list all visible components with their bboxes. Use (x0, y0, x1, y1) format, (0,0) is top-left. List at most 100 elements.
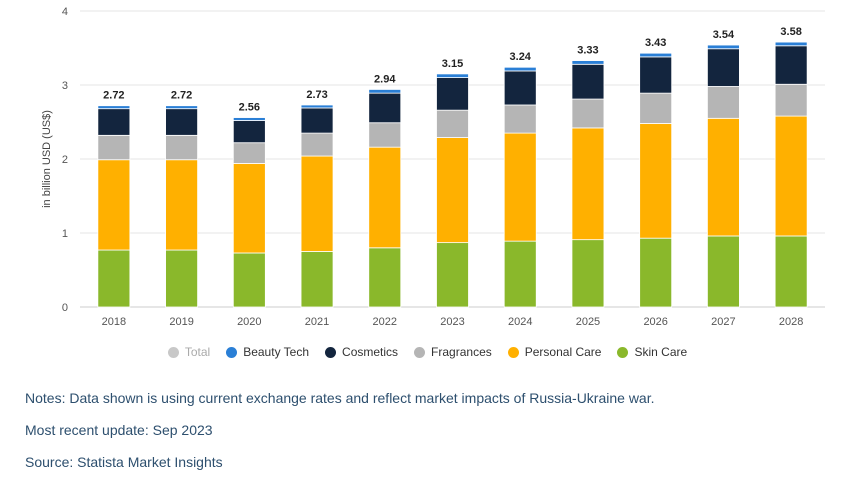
x-tick-label: 2020 (237, 316, 261, 328)
y-axis-label: in billion USD (US$) (41, 110, 53, 208)
bar-segment-beauty-tech[interactable] (774, 41, 808, 47)
bar-segment-fragrances[interactable] (368, 122, 402, 148)
bar-segment-beauty-tech[interactable] (368, 89, 402, 94)
bar-segment-cosmetics[interactable] (232, 120, 266, 144)
total-data-label: 2.72 (103, 90, 124, 102)
bar-segment-beauty-tech[interactable] (165, 105, 198, 110)
bar-segment-personal-care[interactable] (774, 115, 808, 237)
bar-segment-skin-care[interactable] (639, 237, 673, 308)
bar-segment-cosmetics[interactable] (97, 108, 131, 136)
bar-segment-fragrances[interactable] (300, 132, 334, 157)
bar-segment-cosmetics[interactable] (571, 63, 605, 100)
bar-segment-personal-care[interactable] (300, 155, 334, 252)
y-tick-label: 2 (62, 154, 68, 166)
bar-segment-personal-care[interactable] (97, 159, 131, 251)
total-data-label: 2.72 (171, 90, 192, 102)
bar-segment-beauty-tech[interactable] (232, 117, 266, 121)
x-tick-label: 2022 (373, 316, 397, 328)
legend-label: Skin Care (634, 345, 688, 359)
bar-segment-cosmetics[interactable] (639, 56, 673, 94)
bar-segment-personal-care[interactable] (639, 123, 673, 239)
bar-segment-skin-care[interactable] (707, 235, 740, 308)
x-axis-ticks: 2018 2019 2020 2021 2022 2023 2024 2025 2026 2027… (102, 316, 804, 328)
bar-segment-cosmetics[interactable] (503, 70, 537, 106)
legend-label: Personal Care (524, 345, 602, 359)
legend-marker (507, 346, 519, 358)
bar-segment-beauty-tech[interactable] (639, 52, 673, 58)
bar-segment-personal-care[interactable] (165, 159, 198, 251)
bar-segment-skin-care[interactable] (232, 252, 266, 308)
notes-text: Notes: Data shown is using current excha… (25, 390, 655, 406)
bar-segment-skin-care[interactable] (300, 251, 334, 308)
bar-segment-fragrances[interactable] (436, 109, 469, 138)
source-text: Source: Statista Market Insights (25, 454, 223, 470)
bar-segment-beauty-tech[interactable] (571, 60, 605, 65)
bar-segment-skin-care[interactable] (165, 249, 198, 308)
bar-segment-personal-care[interactable] (707, 117, 740, 237)
y-tick-label: 4 (62, 6, 68, 18)
total-data-label: 2.94 (374, 73, 396, 85)
legend-item-cosmetics[interactable]: Cosmetics (325, 345, 398, 359)
bar-segment-cosmetics[interactable] (707, 48, 740, 87)
bar-segment-fragrances[interactable] (639, 92, 673, 124)
legend-item-beauty-tech[interactable]: Beauty Tech (226, 345, 309, 359)
total-labels: 2.72 2.72 2.56 2.73 2.94 3.15 3.24 3.33 3.43 3.54… (103, 26, 802, 113)
legend-item-skin-care[interactable]: Skin Care (617, 345, 687, 359)
total-data-label: 3.15 (442, 58, 463, 70)
bar-segment-cosmetics[interactable] (165, 108, 198, 136)
y-tick-label: 0 (62, 302, 68, 314)
bar-segment-fragrances[interactable] (503, 104, 537, 134)
bar-segment-personal-care[interactable] (436, 137, 469, 244)
bar-segment-cosmetics[interactable] (774, 45, 808, 85)
bar-segment-skin-care[interactable] (436, 242, 469, 308)
bar-segment-skin-care[interactable] (503, 240, 537, 308)
bar-segment-fragrances[interactable] (97, 134, 131, 161)
bar-segment-cosmetics[interactable] (300, 107, 334, 134)
bar-segment-fragrances[interactable] (707, 86, 740, 119)
total-data-label: 3.54 (713, 29, 735, 41)
bar-segment-fragrances[interactable] (571, 98, 605, 129)
bar-segment-fragrances[interactable] (232, 142, 266, 164)
legend-item-fragrances[interactable]: Fragrances (414, 345, 492, 359)
total-data-label: 3.43 (645, 37, 666, 49)
bar-segment-personal-care[interactable] (368, 146, 402, 249)
legend-label: Beauty Tech (243, 345, 310, 359)
x-tick-label: 2026 (643, 316, 667, 328)
x-tick-label: 2025 (576, 316, 600, 328)
bar-segment-skin-care[interactable] (571, 239, 605, 308)
y-tick-label: 3 (62, 80, 68, 92)
legend-marker (325, 346, 337, 358)
legend-item-total[interactable]: Total (167, 345, 210, 359)
bar-segment-fragrances[interactable] (774, 83, 808, 117)
x-tick-label: 2028 (779, 316, 803, 328)
total-data-label: 3.24 (510, 51, 532, 63)
bar-segment-beauty-tech[interactable] (97, 105, 131, 110)
x-tick-label: 2021 (305, 316, 329, 328)
bars (97, 41, 808, 308)
total-data-label: 2.56 (239, 102, 260, 114)
bar-segment-beauty-tech[interactable] (436, 73, 469, 79)
bar-segment-cosmetics[interactable] (368, 92, 402, 124)
bar-segment-skin-care[interactable] (97, 249, 131, 308)
bar-segment-beauty-tech[interactable] (707, 44, 740, 50)
x-tick-label: 2024 (508, 316, 532, 328)
y-axis-ticks: 0 1 2 3 4 (62, 6, 68, 314)
x-tick-label: 2018 (102, 316, 126, 328)
x-tick-label: 2019 (169, 316, 193, 328)
bar-segment-skin-care[interactable] (774, 235, 808, 308)
bar-segment-beauty-tech[interactable] (300, 104, 334, 109)
total-data-label: 3.33 (577, 45, 598, 57)
update-text: Most recent update: Sep 2023 (25, 422, 213, 438)
legend-marker (226, 346, 238, 358)
legend-item-personal-care[interactable]: Personal Care (507, 345, 602, 359)
chart-notes: Notes: Data shown is using current excha… (25, 390, 655, 486)
bar-segment-personal-care[interactable] (503, 132, 537, 242)
bar-segment-personal-care[interactable] (232, 163, 266, 254)
legend-marker (167, 346, 179, 358)
bar-segment-skin-care[interactable] (368, 247, 402, 308)
bar-segment-cosmetics[interactable] (436, 77, 469, 111)
bar-segment-beauty-tech[interactable] (503, 66, 537, 72)
bar-segment-personal-care[interactable] (571, 127, 605, 241)
bar-segment-fragrances[interactable] (165, 134, 198, 161)
